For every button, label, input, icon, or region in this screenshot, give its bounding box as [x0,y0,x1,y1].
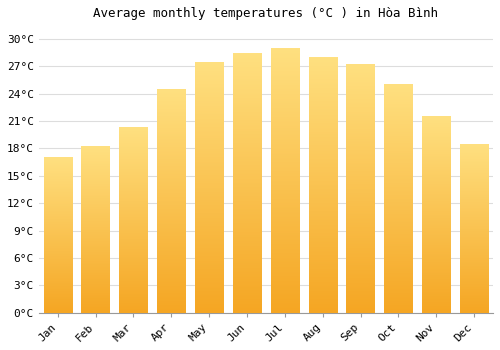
Bar [384,85,412,313]
Bar [157,89,186,313]
Bar [422,117,450,313]
Bar [308,57,337,313]
Bar [82,147,110,313]
Bar [44,158,72,313]
Title: Average monthly temperatures (°C ) in Hòa Bình: Average monthly temperatures (°C ) in Hò… [94,7,438,20]
Bar [233,52,261,313]
Bar [270,48,299,313]
Bar [346,64,375,313]
Bar [460,144,488,313]
Bar [119,127,148,313]
Bar [195,62,224,313]
